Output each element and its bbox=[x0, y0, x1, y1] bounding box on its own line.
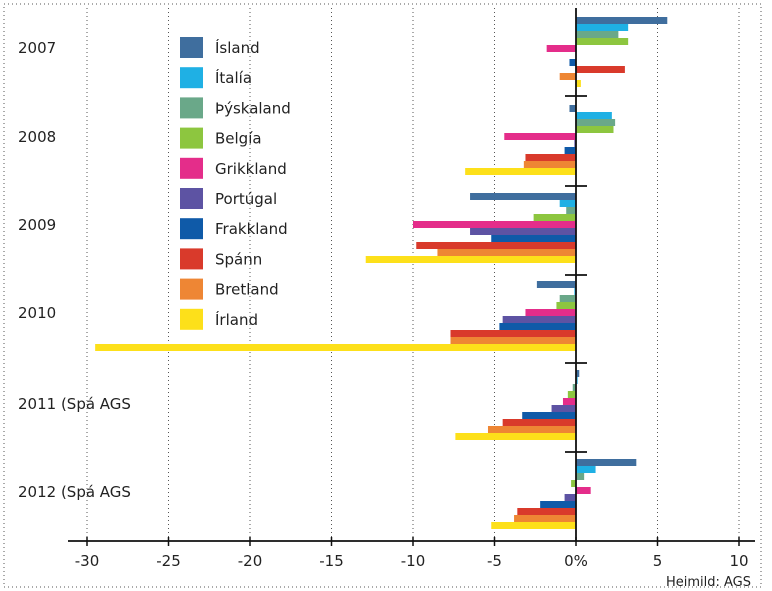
bar bbox=[95, 344, 577, 351]
bar bbox=[502, 316, 576, 323]
bar bbox=[576, 370, 580, 377]
x-tick-label: -30 bbox=[75, 552, 100, 570]
category-label: 2009 bbox=[18, 216, 56, 234]
legend-label: Ísland bbox=[215, 38, 260, 57]
bar bbox=[522, 412, 576, 419]
legend-label: Bretland bbox=[215, 281, 279, 299]
bar bbox=[566, 207, 576, 214]
bar bbox=[523, 161, 576, 168]
bar bbox=[465, 168, 576, 175]
bar bbox=[499, 323, 576, 330]
legend: Ísland Ítalía Þýskaland Belgía Grikkland Port… bbox=[180, 37, 291, 330]
bar bbox=[517, 508, 576, 515]
bar bbox=[559, 200, 576, 207]
legend-swatch bbox=[180, 157, 203, 179]
bar bbox=[576, 459, 637, 466]
bar bbox=[559, 73, 576, 80]
bar bbox=[576, 24, 629, 31]
category-label: 2011 (Spá AGS bbox=[18, 395, 131, 413]
bar bbox=[576, 31, 619, 38]
bar bbox=[551, 405, 576, 412]
bars bbox=[95, 17, 668, 529]
x-tick-label: -10 bbox=[401, 552, 426, 570]
legend-label: Grikkland bbox=[215, 160, 287, 178]
x-tick-label: 10 bbox=[729, 552, 748, 570]
bar bbox=[576, 17, 668, 24]
legend-label: Þýskaland bbox=[215, 99, 291, 117]
bar bbox=[487, 426, 576, 433]
legend-swatch bbox=[180, 248, 203, 270]
category-labels: 2007 2008 2009 2010 2011 (Spá AGS 2012 (Spá A… bbox=[18, 39, 131, 501]
bar bbox=[556, 302, 576, 309]
legend-swatch bbox=[180, 278, 203, 300]
bar bbox=[525, 309, 576, 316]
legend-label: Spánn bbox=[215, 250, 262, 268]
x-tick-label: -15 bbox=[319, 552, 344, 570]
plot-frame bbox=[3, 3, 762, 588]
bar bbox=[491, 522, 576, 529]
bar bbox=[514, 515, 576, 522]
bar bbox=[576, 112, 612, 119]
bar bbox=[536, 281, 576, 288]
axes: -30 -25 -20 -15 -10 -5 0% 5 10 bbox=[68, 8, 755, 570]
bar bbox=[533, 214, 576, 221]
bar bbox=[564, 147, 576, 154]
bar bbox=[491, 235, 576, 242]
bar bbox=[450, 337, 576, 344]
category-label: 2007 bbox=[18, 39, 56, 57]
legend-swatch bbox=[180, 188, 203, 209]
bar bbox=[525, 154, 576, 161]
bar bbox=[365, 256, 576, 263]
bar bbox=[569, 59, 576, 66]
source-note: Heimild: AGS bbox=[666, 575, 751, 590]
bar bbox=[576, 466, 596, 473]
bar bbox=[540, 501, 576, 508]
x-tick-label: -20 bbox=[238, 552, 263, 570]
bar bbox=[455, 433, 576, 440]
legend-swatch bbox=[180, 127, 203, 149]
category-label: 2008 bbox=[18, 128, 56, 146]
bar bbox=[569, 105, 576, 112]
bar bbox=[437, 249, 576, 256]
bar bbox=[576, 487, 591, 494]
category-label: 2010 bbox=[18, 304, 56, 322]
legend-label: Belgía bbox=[215, 130, 262, 148]
legend-swatch bbox=[180, 308, 203, 330]
bar bbox=[413, 221, 576, 228]
bar bbox=[576, 38, 629, 45]
legend-swatch bbox=[180, 37, 203, 58]
bar bbox=[576, 80, 581, 87]
x-tick-label: -5 bbox=[487, 552, 502, 570]
bar bbox=[546, 45, 576, 52]
legend-label: Portúgal bbox=[215, 190, 277, 208]
bar bbox=[572, 384, 576, 391]
bar bbox=[564, 494, 576, 501]
bar bbox=[576, 473, 585, 480]
bar bbox=[576, 119, 616, 126]
bar bbox=[470, 193, 576, 200]
legend-swatch bbox=[180, 97, 203, 119]
bar bbox=[504, 133, 576, 140]
grid bbox=[3, 3, 762, 588]
bar bbox=[450, 330, 576, 337]
x-tick-label: -25 bbox=[156, 552, 181, 570]
category-label: 2012 (Spá AGS bbox=[18, 483, 131, 501]
bar bbox=[470, 228, 576, 235]
x-tick-label: 0% bbox=[564, 552, 588, 570]
bar bbox=[576, 66, 625, 73]
x-tick-label: 5 bbox=[653, 552, 663, 570]
bar bbox=[571, 480, 576, 487]
legend-swatch bbox=[180, 67, 203, 89]
legend-swatch bbox=[180, 218, 203, 240]
bar bbox=[567, 391, 576, 398]
legend-label: Ítalía bbox=[215, 68, 252, 87]
legend-label: Írland bbox=[215, 310, 258, 329]
bar bbox=[576, 126, 614, 133]
bar bbox=[562, 398, 576, 405]
bar bbox=[559, 295, 576, 302]
bar bbox=[502, 419, 576, 426]
bar bbox=[416, 242, 576, 249]
legend-label: Frakkland bbox=[215, 220, 288, 238]
